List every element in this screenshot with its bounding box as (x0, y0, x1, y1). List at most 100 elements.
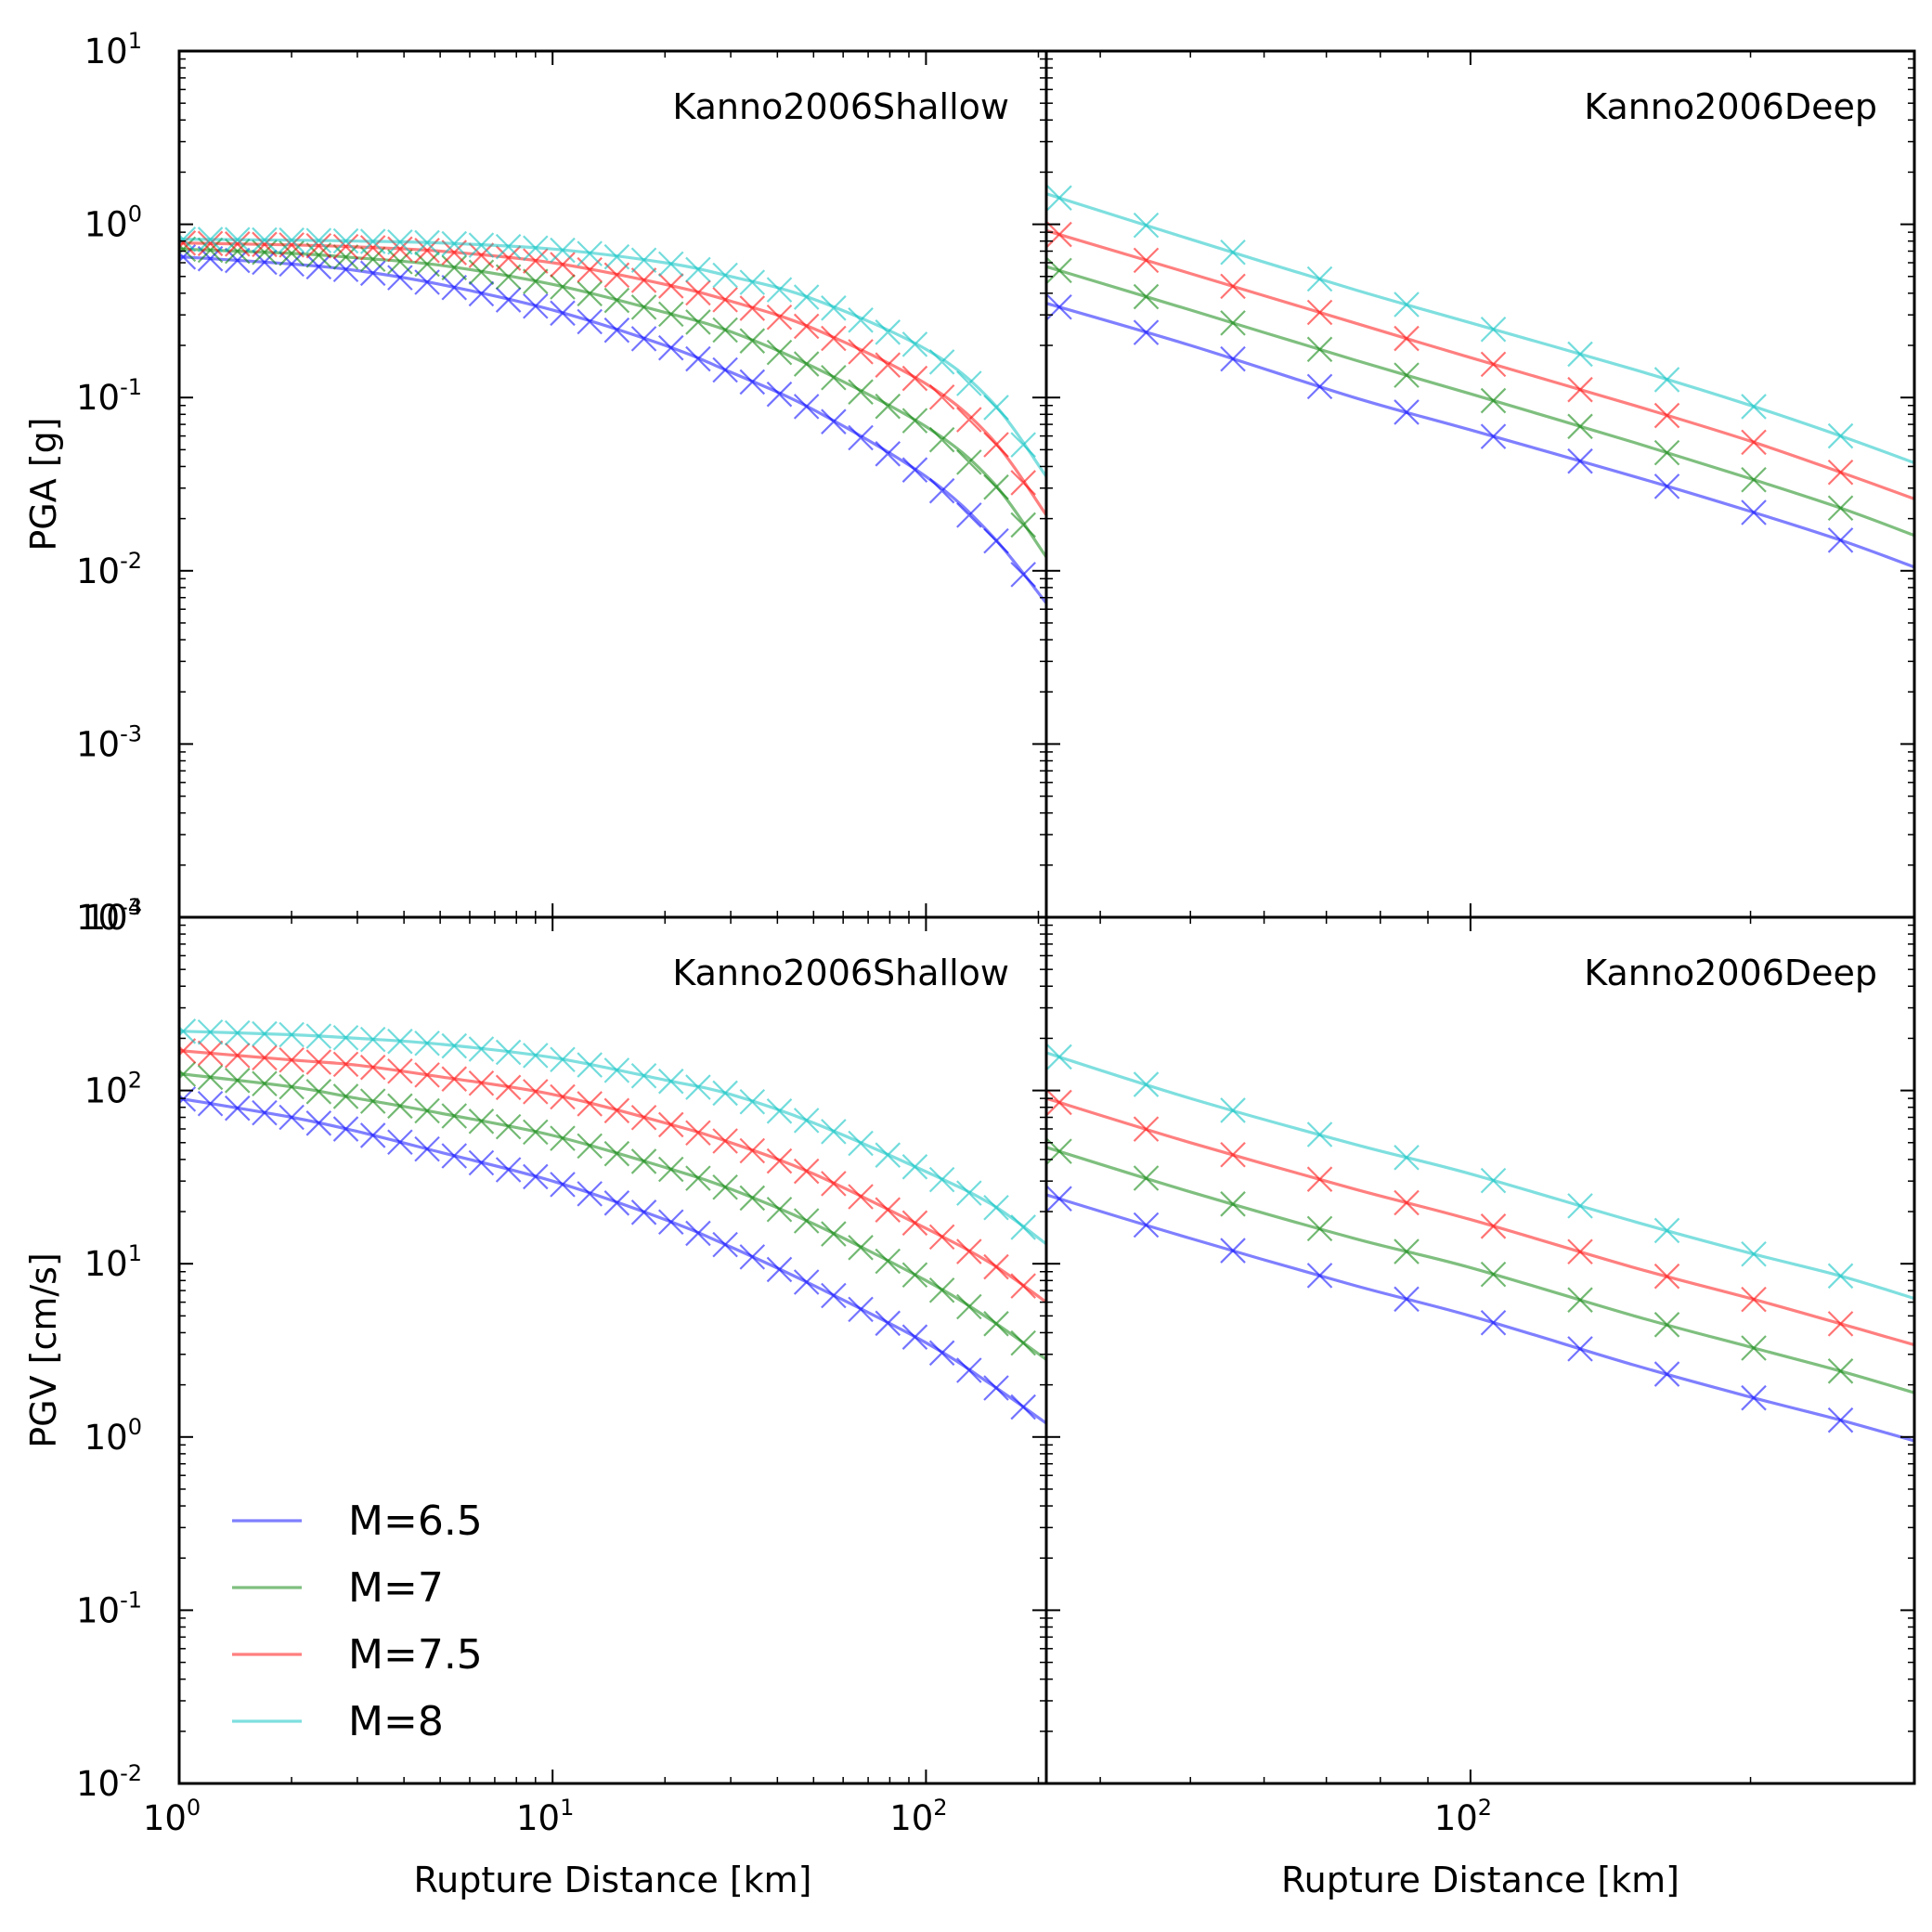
marker-m-7-5 (468, 1070, 495, 1096)
marker-m-7 (657, 301, 684, 328)
marker-m-8 (197, 1018, 224, 1045)
marker-m-7 (1827, 1358, 1854, 1384)
marker-m-7-5 (495, 1074, 522, 1101)
marker-m-7-5 (252, 1044, 278, 1071)
axes-frame (1044, 49, 1916, 919)
marker-m-8 (224, 1019, 251, 1046)
marker-m-6-5 (630, 326, 657, 352)
marker-m-8 (875, 1142, 901, 1168)
marker-m-7-5 (928, 383, 955, 410)
marker-m-8 (766, 277, 793, 303)
marker-m-8 (1827, 1263, 1854, 1290)
marker-m-8 (685, 1074, 711, 1100)
marker-m-7-5 (179, 230, 197, 256)
marker-m-7-5 (1741, 1286, 1767, 1313)
marker-m-6-5 (1567, 447, 1593, 474)
marker-m-6-5 (414, 269, 440, 295)
marker-m-6-5 (1220, 345, 1246, 372)
marker-m-7-5 (956, 1238, 982, 1264)
marker-m-7-5 (224, 231, 251, 257)
marker-m-7 (468, 1109, 495, 1135)
marker-m-7-5 (1394, 325, 1420, 352)
marker-m-6-5 (1567, 1336, 1593, 1362)
marker-m-6-5 (657, 1209, 684, 1236)
marker-m-6-5 (441, 274, 468, 301)
marker-m-8 (550, 1046, 576, 1073)
marker-m-7-5 (1827, 1311, 1854, 1337)
y-tick-label: 10-4 (76, 894, 142, 938)
marker-m-7-5 (387, 1057, 413, 1084)
marker-m-8 (983, 395, 1009, 421)
marker-m-6-5 (305, 1110, 332, 1136)
marker-m-7 (279, 1073, 305, 1100)
series-line-m-8 (1046, 192, 1914, 465)
series-line-m-8 (179, 1030, 1046, 1246)
marker-m-7 (875, 1248, 901, 1275)
marker-m-6-5 (387, 1129, 413, 1156)
marker-m-6-5 (523, 292, 549, 319)
marker-m-7 (1010, 512, 1036, 538)
marker-m-7 (414, 1097, 440, 1124)
marker-m-7 (1653, 1312, 1680, 1338)
marker-m-8 (1220, 1097, 1246, 1123)
marker-m-8 (414, 1030, 440, 1057)
marker-m-8 (1046, 185, 1072, 211)
marker-m-7-5 (1480, 1213, 1507, 1239)
marker-m-8 (1480, 316, 1507, 343)
marker-m-7 (1567, 1287, 1593, 1313)
y-tick-label: 100 (84, 201, 142, 245)
marker-m-7-5 (197, 230, 224, 257)
marker-m-7-5 (550, 252, 576, 278)
marker-m-7 (523, 268, 549, 294)
series-group (179, 226, 1046, 604)
marker-m-6-5 (685, 345, 711, 372)
marker-m-8 (1480, 1167, 1507, 1194)
marker-m-8 (793, 284, 820, 310)
marker-m-8 (224, 227, 251, 253)
legend-label-m-8: M=8 (348, 1698, 444, 1745)
marker-m-7 (332, 1083, 359, 1109)
marker-m-6-5 (928, 477, 955, 504)
marker-m-7 (928, 1277, 955, 1303)
marker-m-8 (441, 1032, 468, 1059)
marker-m-8 (685, 256, 711, 283)
marker-m-8 (848, 307, 874, 333)
marker-m-7-5 (956, 407, 982, 433)
marker-m-7 (550, 274, 576, 300)
marker-m-6-5 (1133, 319, 1160, 345)
marker-m-6-5 (414, 1135, 440, 1162)
marker-m-7 (1741, 1335, 1767, 1361)
marker-m-8 (387, 228, 413, 255)
marker-m-7 (1741, 466, 1767, 493)
marker-m-7 (821, 364, 847, 391)
panel-top-left: 10-4 10-3 10-2 10-1 100 101 Kanno2006Shallow PG… (23, 28, 1048, 938)
marker-m-6-5 (1827, 527, 1854, 553)
marker-m-8 (332, 227, 359, 254)
marker-m-7-5 (359, 235, 386, 261)
marker-m-7-5 (224, 1043, 251, 1069)
marker-m-8 (1010, 432, 1036, 458)
marker-m-8 (1741, 394, 1767, 420)
panel-title: Kanno2006Deep (1584, 953, 1877, 993)
marker-m-6-5 (1306, 373, 1333, 400)
marker-m-6-5 (1220, 1238, 1246, 1264)
marker-m-7 (495, 1113, 522, 1140)
marker-m-8 (387, 1028, 413, 1055)
marker-m-7-5 (1567, 376, 1593, 403)
marker-m-7 (848, 379, 874, 405)
axes-frame (177, 915, 1048, 1785)
marker-m-7-5 (739, 1137, 766, 1164)
series-line-m-7-5 (179, 241, 1046, 516)
series-line-m-8 (179, 238, 1046, 478)
marker-m-7 (766, 339, 793, 366)
marker-m-7 (928, 426, 955, 453)
marker-m-6-5 (252, 1099, 278, 1126)
marker-m-7-5 (1220, 273, 1246, 300)
marker-m-7-5 (577, 1091, 603, 1117)
marker-m-8 (1306, 266, 1333, 292)
x-tick-label: 102 (889, 1795, 947, 1838)
marker-m-6-5 (739, 1244, 766, 1270)
marker-m-6-5 (224, 1095, 251, 1122)
marker-m-8 (305, 1023, 332, 1049)
marker-m-6-5 (712, 1231, 738, 1258)
